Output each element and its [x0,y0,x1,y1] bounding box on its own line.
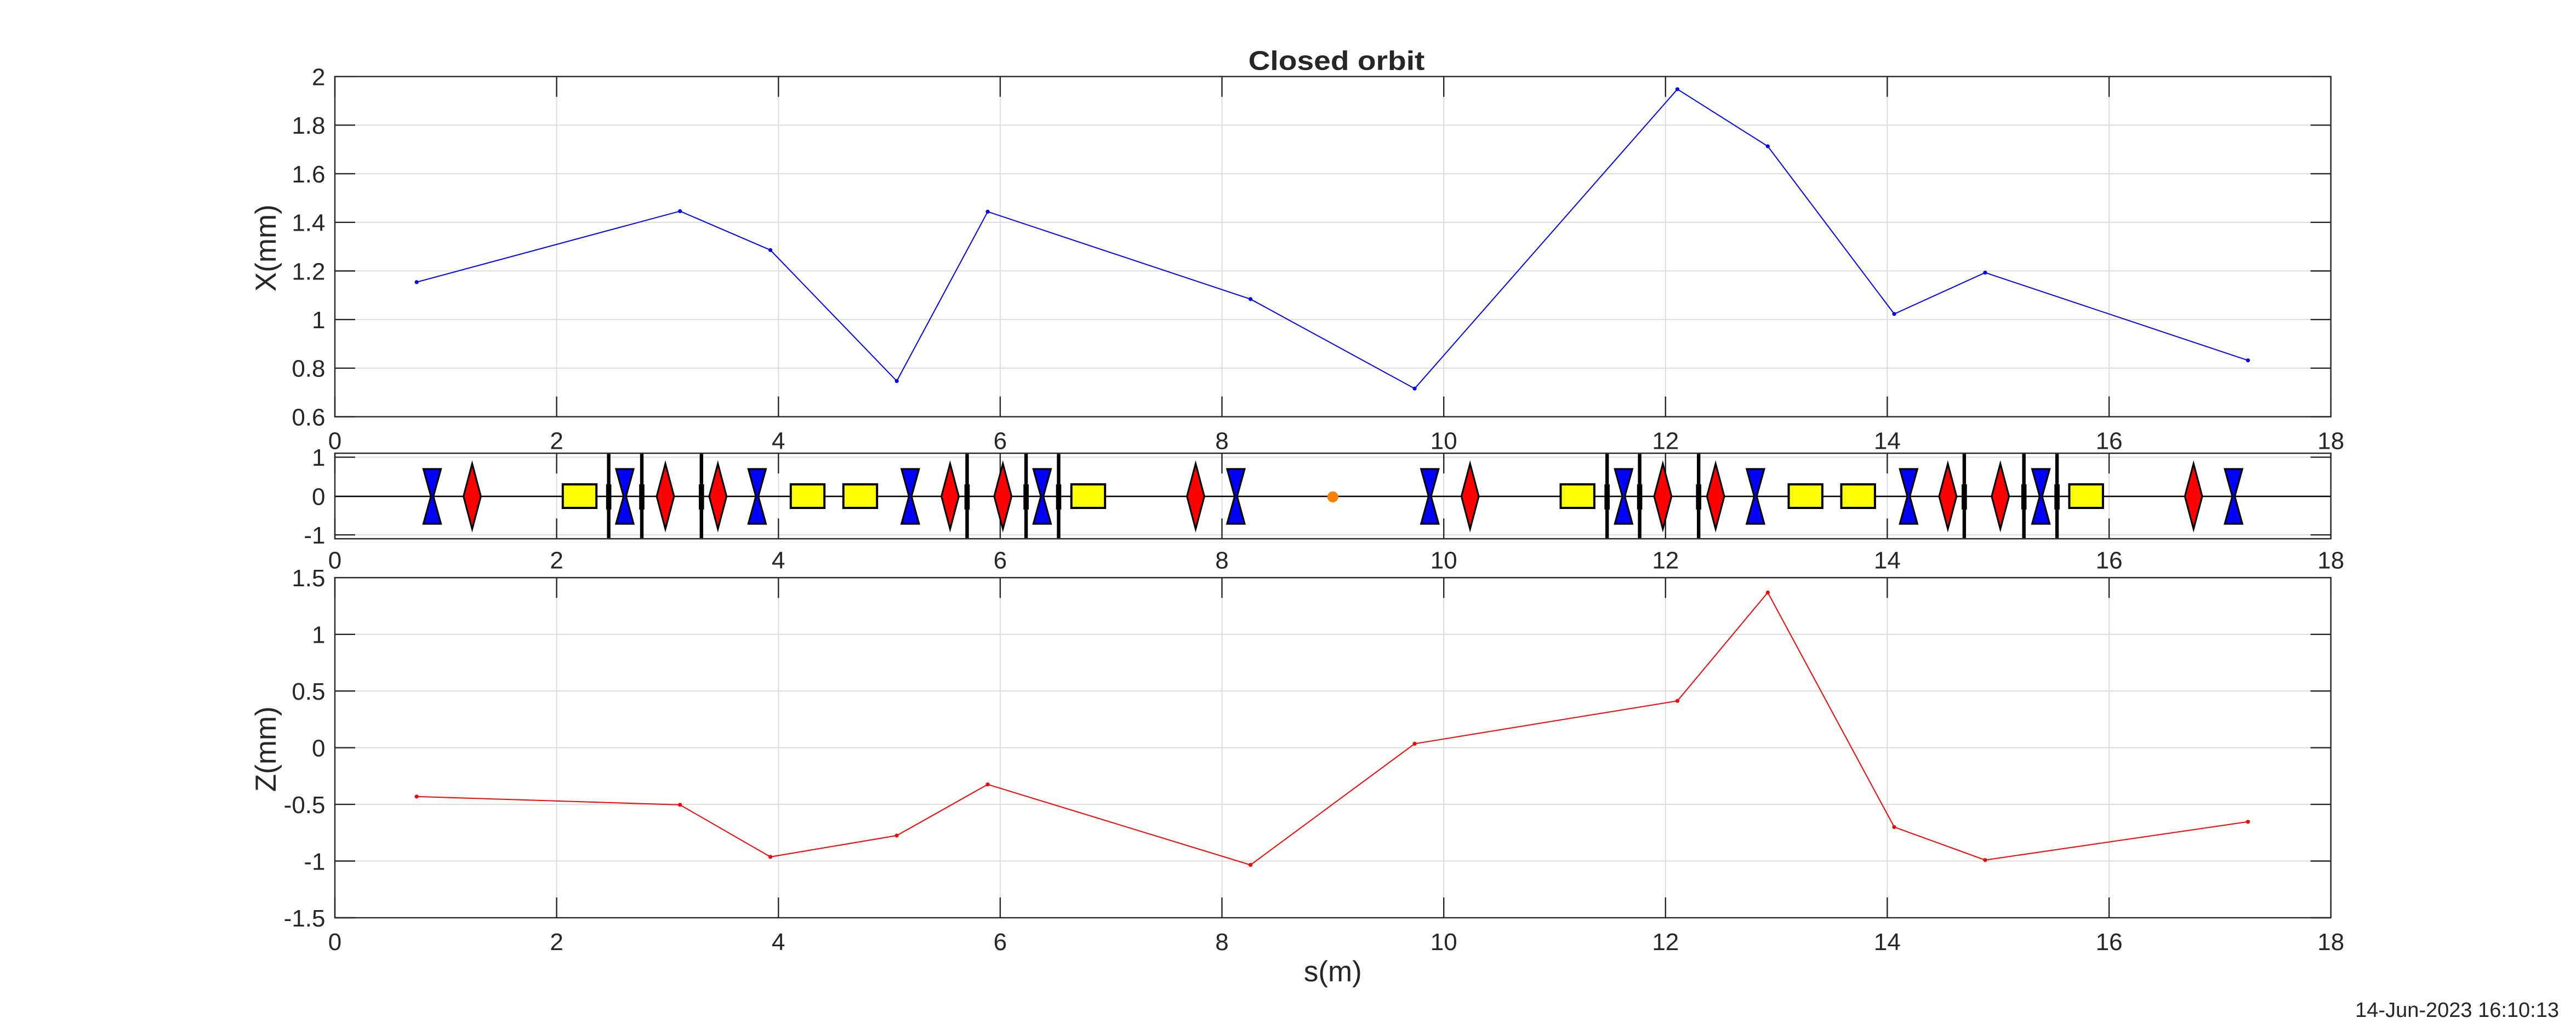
svg-text:2: 2 [312,64,325,91]
svg-text:10: 10 [1431,929,1457,956]
svg-text:2: 2 [550,547,563,574]
svg-text:16: 16 [2096,427,2123,454]
svg-text:12: 12 [1652,427,1679,454]
svg-text:0: 0 [312,735,325,762]
svg-text:1.2: 1.2 [292,258,325,285]
svg-text:1: 1 [312,444,325,471]
svg-text:0: 0 [328,929,341,956]
svg-text:10: 10 [1431,427,1457,454]
svg-text:6: 6 [994,547,1007,574]
svg-text:8: 8 [1215,427,1228,454]
svg-text:1.5: 1.5 [292,565,325,592]
svg-text:-1: -1 [304,848,325,875]
svg-text:4: 4 [772,427,785,454]
svg-text:4: 4 [772,547,785,574]
svg-text:6: 6 [994,427,1007,454]
svg-text:18: 18 [2317,929,2344,956]
svg-text:12: 12 [1652,547,1679,574]
svg-text:18: 18 [2317,427,2344,454]
svg-text:X(mm): X(mm) [250,204,282,291]
svg-text:-1: -1 [304,522,325,549]
svg-text:0.6: 0.6 [292,404,325,431]
svg-text:16: 16 [2096,929,2123,956]
svg-text:16: 16 [2096,547,2123,574]
svg-text:0: 0 [328,427,341,454]
svg-text:1.8: 1.8 [292,112,325,139]
svg-text:14: 14 [1874,427,1901,454]
svg-text:8: 8 [1215,929,1228,956]
svg-text:0: 0 [328,547,341,574]
svg-text:0.5: 0.5 [292,678,325,705]
svg-text:14: 14 [1874,547,1901,574]
svg-text:0: 0 [312,484,325,511]
svg-text:Closed orbit: Closed orbit [1249,46,1425,76]
svg-text:2: 2 [550,929,563,956]
svg-text:2: 2 [550,427,563,454]
svg-text:18: 18 [2317,547,2344,574]
svg-text:1: 1 [312,307,325,334]
svg-text:12: 12 [1652,929,1679,956]
svg-text:s(m): s(m) [1304,956,1362,988]
svg-text:10: 10 [1431,547,1457,574]
svg-text:-1.5: -1.5 [284,905,326,932]
svg-text:1.4: 1.4 [292,210,325,237]
svg-text:6: 6 [994,929,1007,956]
svg-text:14-Jun-2023 16:10:13: 14-Jun-2023 16:10:13 [2355,999,2559,1022]
svg-text:4: 4 [772,929,785,956]
svg-text:1.6: 1.6 [292,161,325,188]
svg-text:1: 1 [312,622,325,649]
svg-text:-0.5: -0.5 [284,792,326,819]
svg-text:14: 14 [1874,929,1901,956]
svg-text:0.8: 0.8 [292,356,325,382]
svg-text:8: 8 [1215,547,1228,574]
svg-text:Z(mm): Z(mm) [250,706,282,792]
